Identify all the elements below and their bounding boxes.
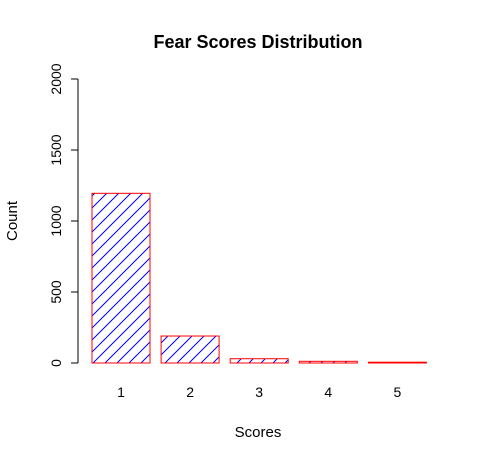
bar-3	[229, 358, 289, 364]
x-tick-label: 3	[255, 384, 263, 400]
y-tick-label: 500	[48, 280, 64, 304]
bar-fill	[230, 358, 289, 363]
bar-fill	[161, 336, 220, 363]
bar-fill	[92, 193, 150, 363]
x-tick-label: 1	[117, 384, 125, 400]
bar-2	[160, 335, 220, 364]
chart-title: Fear Scores Distribution	[153, 32, 362, 52]
y-tick-label: 2000	[48, 63, 64, 94]
y-tick-label: 1000	[48, 205, 64, 236]
y-tick-label: 1500	[48, 134, 64, 165]
x-tick-label: 4	[324, 384, 332, 400]
y-tick-label: 0	[48, 359, 64, 367]
y-axis-label: Count	[4, 200, 21, 241]
bar-1	[91, 192, 151, 364]
x-axis-label: Scores	[235, 424, 282, 441]
bar-4	[298, 360, 358, 364]
x-tick-label: 5	[394, 384, 402, 400]
bar-5	[367, 361, 427, 364]
plot-area: 0 500 1000 1500 2000 1 2 3 4 5	[48, 63, 427, 400]
x-tick-label: 2	[186, 384, 194, 400]
bar-fill	[299, 361, 358, 363]
